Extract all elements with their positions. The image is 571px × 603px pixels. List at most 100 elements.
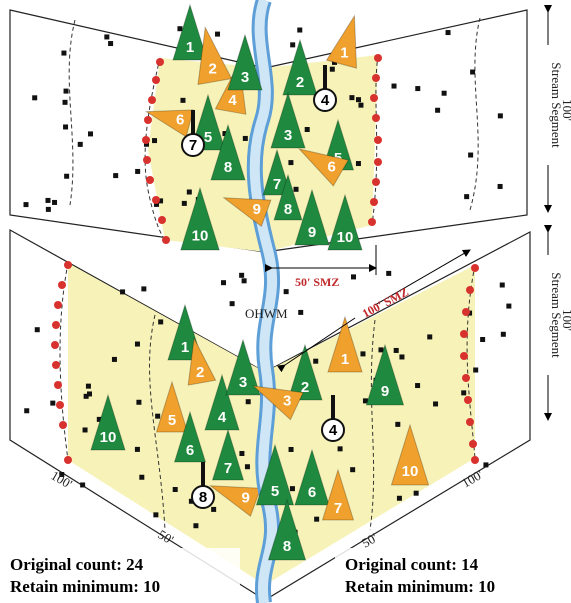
tree-shape <box>251 385 304 421</box>
boundary-dot <box>152 76 160 84</box>
boundary-dot <box>158 216 166 224</box>
tree: 9 <box>365 343 405 406</box>
marker-square <box>180 97 186 103</box>
marker-square <box>96 416 102 422</box>
tree-number: 6 <box>327 159 335 176</box>
snag-number: 4 <box>329 422 338 439</box>
tree-number: 10 <box>100 429 117 446</box>
caption-bg <box>0 548 240 600</box>
marker-square <box>158 319 164 325</box>
marker-square <box>378 347 384 353</box>
tree-number: 8 <box>283 538 291 555</box>
snag-number: 7 <box>189 137 197 154</box>
boundary-dot <box>469 440 477 448</box>
boundary-dot <box>51 341 59 349</box>
marker-square <box>104 34 110 40</box>
tree: 7 <box>321 468 355 521</box>
tree: 8 <box>273 173 303 221</box>
distance-label: 50' <box>156 527 177 548</box>
tree-number: 8 <box>284 201 292 218</box>
marker-square <box>61 50 67 56</box>
tree-shape <box>173 410 207 463</box>
marker-square <box>62 99 68 105</box>
marker-square <box>435 107 441 113</box>
tree-number: 5 <box>168 412 176 429</box>
boundary-dot <box>374 158 382 166</box>
tree-number: 3 <box>241 69 249 86</box>
tree-number: 5 <box>204 129 212 146</box>
marker-square <box>497 113 503 119</box>
marker-square <box>63 88 69 94</box>
tree: 7 <box>211 428 245 481</box>
boundary-dot <box>144 116 152 124</box>
tree: 6 <box>144 109 195 138</box>
tree: 1 <box>172 3 208 61</box>
marker-square <box>355 97 361 103</box>
marker-square <box>143 141 149 147</box>
marker-square <box>120 289 126 295</box>
tree-number: 9 <box>308 224 316 241</box>
tree: 3 <box>227 33 263 91</box>
marker-square <box>332 59 338 65</box>
marker-square <box>153 201 159 207</box>
boundary-dot <box>372 114 380 122</box>
marker-square <box>497 183 503 189</box>
marker-square <box>298 309 304 315</box>
tree-shape <box>225 338 261 396</box>
marker-square <box>241 278 247 284</box>
marker-square <box>360 351 366 357</box>
zone-line <box>149 314 166 531</box>
boundary-dot <box>64 261 72 269</box>
tree-number: 6 <box>176 112 184 129</box>
zone-line <box>369 319 376 531</box>
boundary-dot <box>460 330 468 338</box>
marker-square <box>87 391 93 397</box>
tree-number: 4 <box>228 92 237 109</box>
marker-square <box>464 194 470 200</box>
boundary-dot <box>64 456 72 464</box>
boundary-dot <box>462 374 470 382</box>
tree-shape <box>325 14 358 69</box>
distance-label: 50' <box>359 530 380 551</box>
tree-number: 7 <box>224 460 232 477</box>
marker-square <box>186 189 192 195</box>
marker-square <box>188 498 194 504</box>
boundary-dot <box>466 286 474 294</box>
marker-square <box>483 462 489 468</box>
snag-number: 8 <box>199 489 207 506</box>
marker-square <box>313 358 319 364</box>
tree-shape <box>227 33 263 91</box>
original-count: Original count: 14 <box>345 555 479 574</box>
boundary-dot <box>148 96 156 104</box>
tree-number: 10 <box>337 229 354 246</box>
marker-square <box>289 486 295 492</box>
ohwm-arrow <box>276 317 356 373</box>
tree-shape <box>390 423 430 486</box>
marker-square <box>45 206 51 212</box>
boundary-dot <box>370 198 378 206</box>
boundary-dot <box>146 176 154 184</box>
tree-shape <box>327 193 363 251</box>
tree-shape <box>222 197 272 228</box>
tree-shape <box>294 188 330 246</box>
tree-shape <box>273 173 303 221</box>
tree: 9 <box>222 197 272 228</box>
marker-square <box>329 66 335 72</box>
marker-square <box>134 446 140 452</box>
marker-square <box>83 393 89 399</box>
marker-square <box>245 399 251 405</box>
tree-shape <box>180 186 220 251</box>
tree-shape <box>144 109 195 138</box>
marker-square <box>215 31 221 37</box>
trees: 12421658569101074122195104671067948 <box>90 3 430 521</box>
marker-square <box>50 400 56 406</box>
tree-number: 3 <box>239 374 247 391</box>
marker-square <box>337 446 343 452</box>
marker-square <box>141 286 147 292</box>
boundary-dot <box>460 352 468 360</box>
retain-minimum: Retain minimum: 10 <box>345 577 495 596</box>
marker-square <box>172 486 178 492</box>
marker-square <box>32 95 38 101</box>
marker-square <box>244 464 250 470</box>
